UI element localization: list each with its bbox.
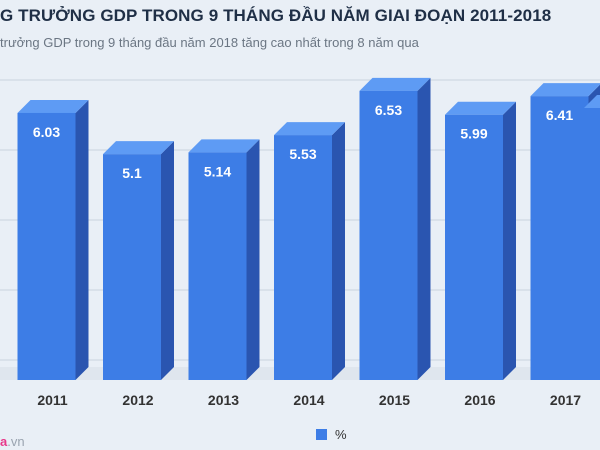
bar-top-2017 — [530, 83, 600, 97]
bar-side-2011 — [75, 99, 89, 380]
x-tick-label-2013: 2013 — [208, 392, 239, 408]
bar-side-2014 — [332, 122, 345, 380]
chart-title: G TRƯỞNG GDP TRONG 9 THÁNG ĐẦU NĂM GIAI … — [0, 6, 552, 25]
bar-2015 — [359, 90, 418, 381]
x-tick-label-2016: 2016 — [464, 392, 495, 408]
bar-2016 — [445, 114, 503, 380]
watermark-logo: a.vn — [0, 434, 25, 449]
bar-top-2011 — [17, 99, 89, 113]
bar-side-2015 — [417, 77, 431, 381]
watermark-brand: a — [0, 434, 8, 449]
watermark-suffix: .vn — [7, 434, 25, 449]
chart-subtitle: trưởng GDP trong 9 tháng đầu năm 2018 tă… — [0, 35, 419, 50]
x-tick-label-2015: 2015 — [379, 392, 410, 408]
bar-2013 — [188, 152, 247, 380]
bar-top-2016 — [445, 101, 516, 115]
bar-2017 — [530, 96, 589, 380]
x-tick-label-2011: 2011 — [37, 392, 68, 408]
x-tick-label-2012: 2012 — [122, 392, 153, 408]
bar-top-2012 — [103, 141, 174, 155]
data-label-2015: 6.53 — [375, 102, 402, 118]
legend-label: % — [335, 427, 347, 442]
data-label-2016: 5.99 — [460, 126, 487, 142]
x-tick-label-2017: 2017 — [550, 392, 581, 408]
bar-side-2016 — [503, 101, 516, 380]
data-label-2017: 6.41 — [546, 107, 573, 123]
legend-swatch — [316, 429, 327, 440]
bar-top-2013 — [188, 139, 260, 153]
bar-side-2013 — [246, 139, 260, 380]
x-tick-label-2014: 2014 — [293, 392, 324, 408]
bar-2012 — [103, 154, 161, 380]
bar-2014 — [274, 135, 332, 380]
bar-top-2015 — [359, 77, 431, 91]
bar-top-2014 — [274, 122, 345, 136]
data-label-2014: 5.53 — [289, 146, 316, 162]
chart-legend: % — [316, 427, 347, 442]
bar-2011 — [17, 112, 76, 380]
bar-cutoff-right — [584, 108, 600, 380]
bar-side-2012 — [161, 141, 174, 380]
data-label-2011: 6.03 — [33, 124, 60, 140]
data-label-2012: 5.1 — [122, 165, 142, 181]
bar-cutoff-right-top — [584, 95, 600, 108]
data-label-2013: 5.14 — [204, 163, 231, 179]
